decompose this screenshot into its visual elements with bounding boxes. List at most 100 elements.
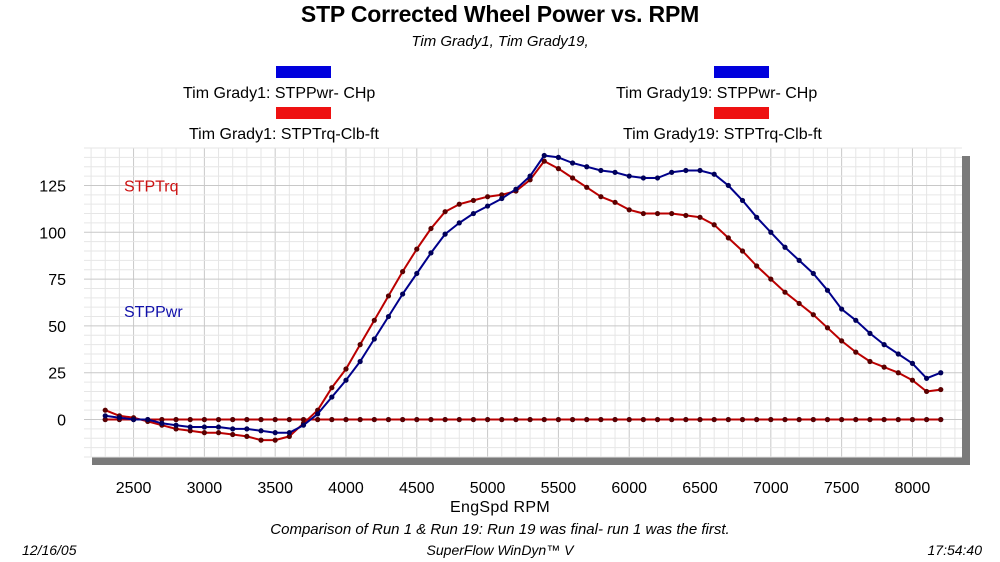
data-point-stptrq: [244, 433, 250, 439]
data-point-stppwr: [853, 317, 859, 323]
x-tick-label: 3000: [187, 480, 223, 497]
data-point-run-19-stptrq: [626, 416, 632, 423]
data-point-stppwr: [711, 171, 717, 177]
data-point-stppwr: [230, 426, 236, 432]
data-point-stppwr: [527, 173, 533, 179]
data-point-stppwr: [159, 420, 165, 426]
data-point-run-19-stptrq: [839, 416, 845, 423]
data-point-stptrq: [754, 263, 760, 269]
data-point-stppwr: [102, 413, 108, 419]
data-point-stppwr: [400, 291, 406, 297]
data-point-stppwr: [867, 330, 873, 336]
data-point-run-19-stptrq: [867, 416, 873, 423]
data-point-run-19-stptrq: [201, 416, 207, 423]
data-point-stptrq: [329, 385, 335, 391]
data-point-run-19-stptrq: [923, 416, 930, 423]
data-point-stppwr: [244, 426, 250, 432]
data-point-run-19-stptrq: [853, 416, 859, 423]
data-point-stptrq: [584, 184, 590, 190]
legend-label-run1-power: Tim Grady1: STPPwr- CHp: [183, 85, 376, 102]
data-point-stppwr: [909, 360, 916, 366]
data-point-stptrq: [569, 175, 576, 181]
data-point-stptrq: [923, 388, 930, 395]
data-point-run-19-stptrq: [513, 416, 519, 423]
data-point-stppwr: [725, 182, 731, 189]
data-point-run-19-stptrq: [782, 416, 788, 423]
data-point-stptrq: [428, 225, 434, 232]
data-point-stptrq: [272, 437, 278, 443]
data-point-stptrq: [215, 430, 222, 436]
data-point-run-19-stptrq: [654, 416, 661, 423]
data-point-stppwr: [754, 214, 760, 220]
chart-subtitle: Tim Grady1, Tim Grady19,: [411, 33, 589, 50]
data-point-stptrq: [484, 194, 491, 200]
data-point-stppwr: [598, 167, 604, 174]
annotation-stptrq: STPTrq: [124, 178, 179, 195]
data-point-stppwr: [654, 175, 661, 181]
data-point-stptrq: [683, 212, 689, 219]
data-point-stptrq: [640, 210, 646, 217]
data-point-stptrq: [938, 386, 944, 393]
data-point-stppwr: [569, 160, 576, 166]
data-point-run-19-stptrq: [739, 416, 746, 423]
data-point-stppwr: [414, 270, 420, 277]
data-point-stppwr: [626, 173, 632, 179]
legend-label-run19-power: Tim Grady19: STPPwr- CHp: [616, 85, 818, 102]
data-point-stppwr: [385, 313, 392, 320]
data-point-run-19-stptrq: [612, 416, 618, 423]
data-point-stppwr: [612, 169, 618, 175]
data-point-stppwr: [810, 270, 816, 277]
data-point-stppwr: [173, 422, 179, 428]
annotation-stppwr: STPPwr: [124, 304, 183, 321]
data-point-run-19-stptrq: [343, 416, 349, 423]
data-point-stptrq: [669, 210, 675, 217]
data-point-run-19-stptrq: [499, 416, 505, 423]
data-point-stppwr: [456, 220, 462, 226]
data-point-stptrq: [711, 222, 717, 228]
data-point-run-19-stptrq: [640, 416, 646, 423]
legend-swatch-run1-power: [276, 66, 331, 78]
data-point-run-19-stptrq: [569, 416, 576, 423]
data-point-stppwr: [555, 154, 562, 160]
data-point-stppwr: [201, 424, 207, 430]
data-point-stppwr: [484, 203, 491, 209]
data-point-run-19-stptrq: [159, 416, 165, 423]
data-point-stptrq: [824, 325, 831, 331]
data-point-stppwr: [371, 336, 377, 342]
data-point-stptrq: [258, 437, 264, 443]
data-point-stptrq: [909, 377, 916, 383]
data-point-stppwr: [116, 415, 123, 421]
comparison-note: Comparison of Run 1 & Run 19: Run 19 was…: [270, 521, 730, 538]
data-point-run-19-stptrq: [428, 416, 434, 423]
y-tick-label: 0: [57, 413, 66, 430]
chart-title: STP Corrected Wheel Power vs. RPM: [300, 1, 700, 27]
data-point-run-19-stptrq: [754, 416, 760, 423]
data-point-run-19-stptrq: [272, 416, 278, 423]
data-point-run-19-stptrq: [400, 416, 406, 423]
data-point-stppwr: [215, 424, 222, 430]
data-point-stppwr: [130, 416, 137, 423]
x-tick-label: 4000: [328, 480, 364, 497]
data-point-stptrq: [470, 197, 477, 204]
data-point-stptrq: [201, 430, 207, 436]
data-point-stptrq: [768, 276, 774, 282]
x-tick-label: 7500: [824, 480, 860, 497]
data-point-run-19-stptrq: [527, 416, 533, 423]
data-point-run-19-stptrq: [371, 416, 377, 423]
data-point-stppwr: [683, 167, 689, 174]
data-point-stppwr: [357, 358, 363, 365]
data-point-run-19-stptrq: [484, 416, 491, 423]
data-point-run-19-stptrq: [187, 416, 193, 423]
data-point-stppwr: [697, 167, 703, 174]
data-point-stptrq: [612, 199, 618, 205]
data-point-stptrq: [895, 370, 901, 376]
data-point-run-19-stptrq: [329, 416, 335, 423]
data-point-stppwr: [286, 430, 292, 436]
y-tick-label: 50: [48, 319, 66, 336]
data-point-stptrq: [796, 300, 802, 307]
data-point-run-19-stptrq: [102, 416, 108, 423]
data-point-run-19-stptrq: [173, 416, 179, 423]
data-point-stppwr: [768, 229, 774, 235]
data-point-run-19-stptrq: [258, 416, 264, 423]
data-point-run-19-stptrq: [541, 416, 547, 423]
